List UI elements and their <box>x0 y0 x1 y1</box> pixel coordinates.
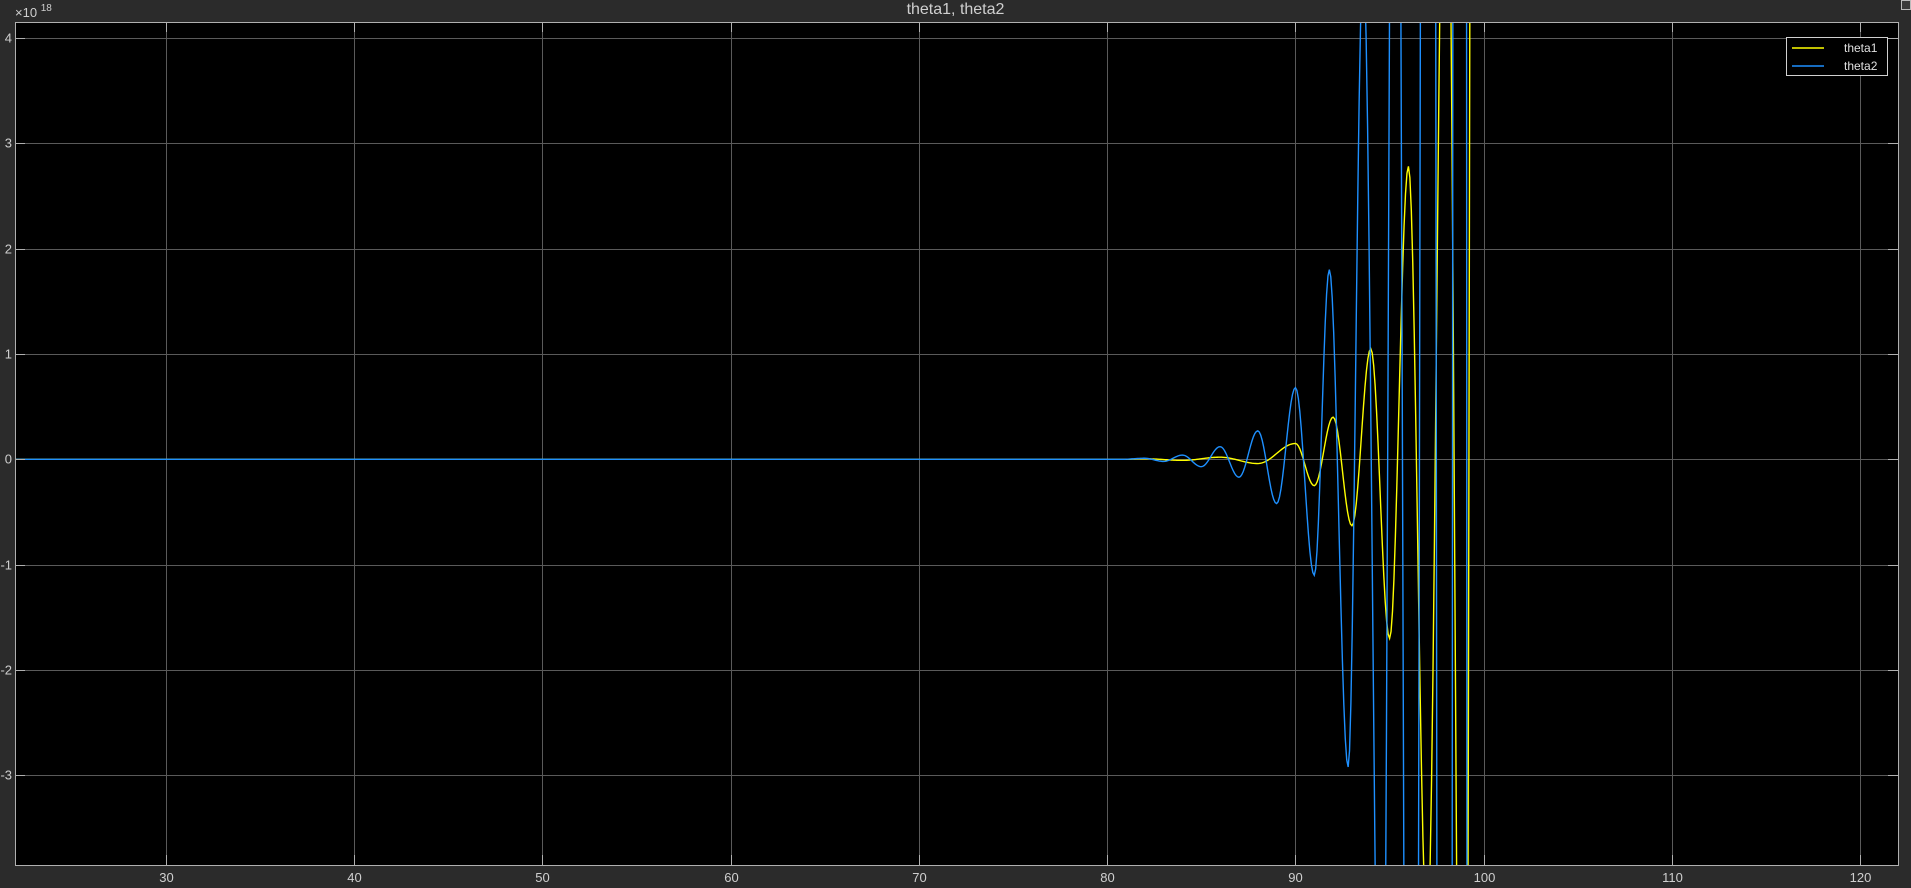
y-tick-label: 4 <box>5 31 12 46</box>
x-tick-label: 70 <box>912 870 926 885</box>
y-tick-label: 0 <box>5 452 12 467</box>
x-tick-label: 30 <box>159 870 173 885</box>
y-tick-label: -3 <box>0 768 12 783</box>
ticks: 30 40 50 60 70 80 90 100 110 120 -3 -2 -1 0 1 2 3 4 <box>0 22 1898 885</box>
y-tick-label: 1 <box>5 347 12 362</box>
legend-label-theta2: theta2 <box>1844 59 1878 73</box>
x-tick-label: 60 <box>724 870 738 885</box>
y-tick-label: 2 <box>5 242 12 257</box>
x-tick-label: 40 <box>347 870 361 885</box>
series-layer <box>15 22 1471 865</box>
x-tick-label: 80 <box>1100 870 1114 885</box>
chart-title: theta1, theta2 <box>906 1 1005 18</box>
plot-area <box>15 22 1898 865</box>
x-tick-label: 100 <box>1474 870 1496 885</box>
x-tick-label: 90 <box>1288 870 1302 885</box>
legend-box <box>1786 37 1888 76</box>
y-exponent-base: ×10 <box>15 5 37 20</box>
legend-label-theta1: theta1 <box>1844 41 1878 55</box>
legend[interactable]: theta1 theta2 <box>1786 37 1888 76</box>
y-tick-label: -1 <box>0 558 12 573</box>
x-tick-label: 50 <box>535 870 549 885</box>
y-exponent-power: 18 <box>41 3 53 14</box>
plot-frame <box>15 22 1899 866</box>
x-tick-label: 110 <box>1662 870 1683 885</box>
series-line-theta2 <box>15 22 1468 865</box>
x-tick-label: 120 <box>1850 870 1872 885</box>
y-tick-label: 3 <box>5 136 12 151</box>
y-exponent-label: ×10 18 <box>15 3 52 20</box>
y-tick-label: -2 <box>0 663 12 678</box>
